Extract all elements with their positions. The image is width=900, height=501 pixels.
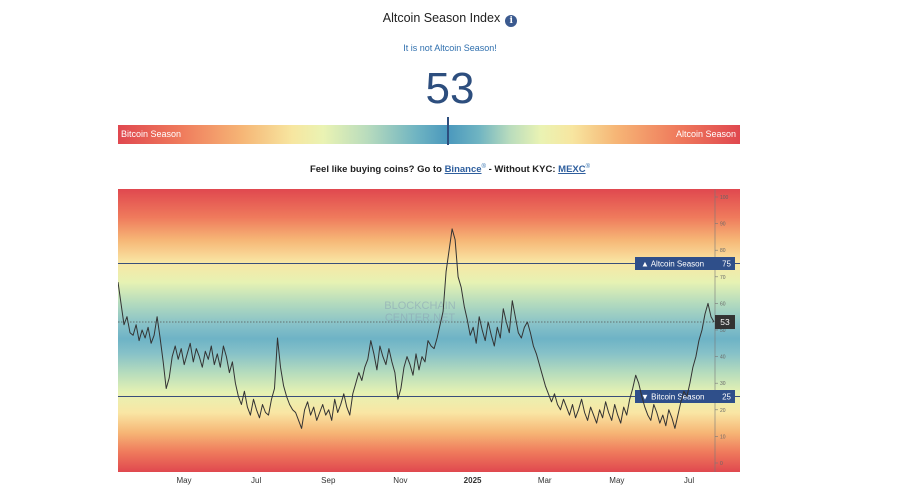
x-tick-label: 2025 <box>463 476 482 485</box>
y-tick-label: 100 <box>720 195 729 201</box>
reference-badge <box>635 390 735 403</box>
season-status-text: It is not Altcoin Season! <box>403 43 497 53</box>
reference-value: 25 <box>722 393 731 402</box>
page-title: Altcoin Season Index <box>382 11 501 25</box>
x-tick-label: Sep <box>321 476 336 485</box>
info-icon[interactable]: i <box>505 15 518 27</box>
y-tick-label: 40 <box>720 355 726 361</box>
gauge-marker <box>447 117 449 145</box>
index-history-chart[interactable]: BLOCKCHAIN CENTER.NET 0 10 20 30 40 50 60 70 80 9… <box>118 189 740 472</box>
current-value-marker: 53 <box>118 315 735 330</box>
reference-label: ▲ Altcoin Season <box>641 260 704 269</box>
chart-svg: BLOCKCHAIN CENTER.NET 0 10 20 30 40 50 60 70 80 9… <box>118 189 740 472</box>
watermark-line-1: BLOCKCHAIN <box>384 300 456 312</box>
x-tick-label: Jul <box>251 476 262 485</box>
y-tick-label: 0 <box>720 461 723 467</box>
y-tick-label: 30 <box>720 381 726 387</box>
watermark-line-2: CENTER.NET <box>385 312 456 324</box>
index-value: 53 <box>425 64 475 113</box>
y-tick-label: 10 <box>720 434 726 440</box>
gauge-label-altcoin-season: Altcoin Season <box>675 129 736 139</box>
reference-badge <box>635 257 735 270</box>
x-tick-label: Jul <box>683 476 695 485</box>
binance-link[interactable]: Binance <box>444 164 482 176</box>
y-tick-label: 20 <box>720 408 726 414</box>
page-title-row: Altcoin Season Index i <box>0 11 900 27</box>
y-tick-label: 80 <box>720 248 726 254</box>
promo-line: Feel like buying coins? Go to Binance® -… <box>0 164 900 175</box>
gauge-label-bitcoin-season: Bitcoin Season <box>121 129 182 139</box>
x-axis: May Jul Sep Nov 2025 Mar May Jul <box>118 472 740 492</box>
mexc-reg-mark: ® <box>585 164 591 170</box>
reference-value: 75 <box>722 260 731 269</box>
y-tick-label: 60 <box>720 301 726 307</box>
season-gauge-bar: Bitcoin Season Altcoin Season <box>118 125 740 144</box>
reference-lines: ▲ Altcoin Season 75 ▼ Bitcoin Season 25 <box>118 257 740 403</box>
promo-middle: - Without KYC: <box>488 164 556 176</box>
y-tick-label: 90 <box>720 222 726 228</box>
reference-label: ▼ Bitcoin Season <box>641 393 705 402</box>
x-tick-label: Mar <box>537 476 552 485</box>
mexc-link[interactable]: MEXC <box>558 164 586 176</box>
y-axis: 0 10 20 30 40 50 60 70 80 90 100 <box>714 189 729 472</box>
promo-prefix: Feel like buying coins? Go to <box>309 164 442 176</box>
x-tick-label: May <box>176 476 192 485</box>
y-tick-label: 70 <box>720 275 726 281</box>
binance-reg-mark: ® <box>481 164 486 170</box>
current-value-label: 53 <box>720 317 730 327</box>
index-series-line <box>118 228 715 429</box>
chart-watermark: BLOCKCHAIN CENTER.NET <box>384 300 456 324</box>
y-tick-label: 50 <box>720 328 726 334</box>
chart-background <box>118 189 740 472</box>
current-value-badge <box>715 315 735 330</box>
x-tick-label: Nov <box>393 476 408 485</box>
x-tick-label: May <box>609 476 625 485</box>
